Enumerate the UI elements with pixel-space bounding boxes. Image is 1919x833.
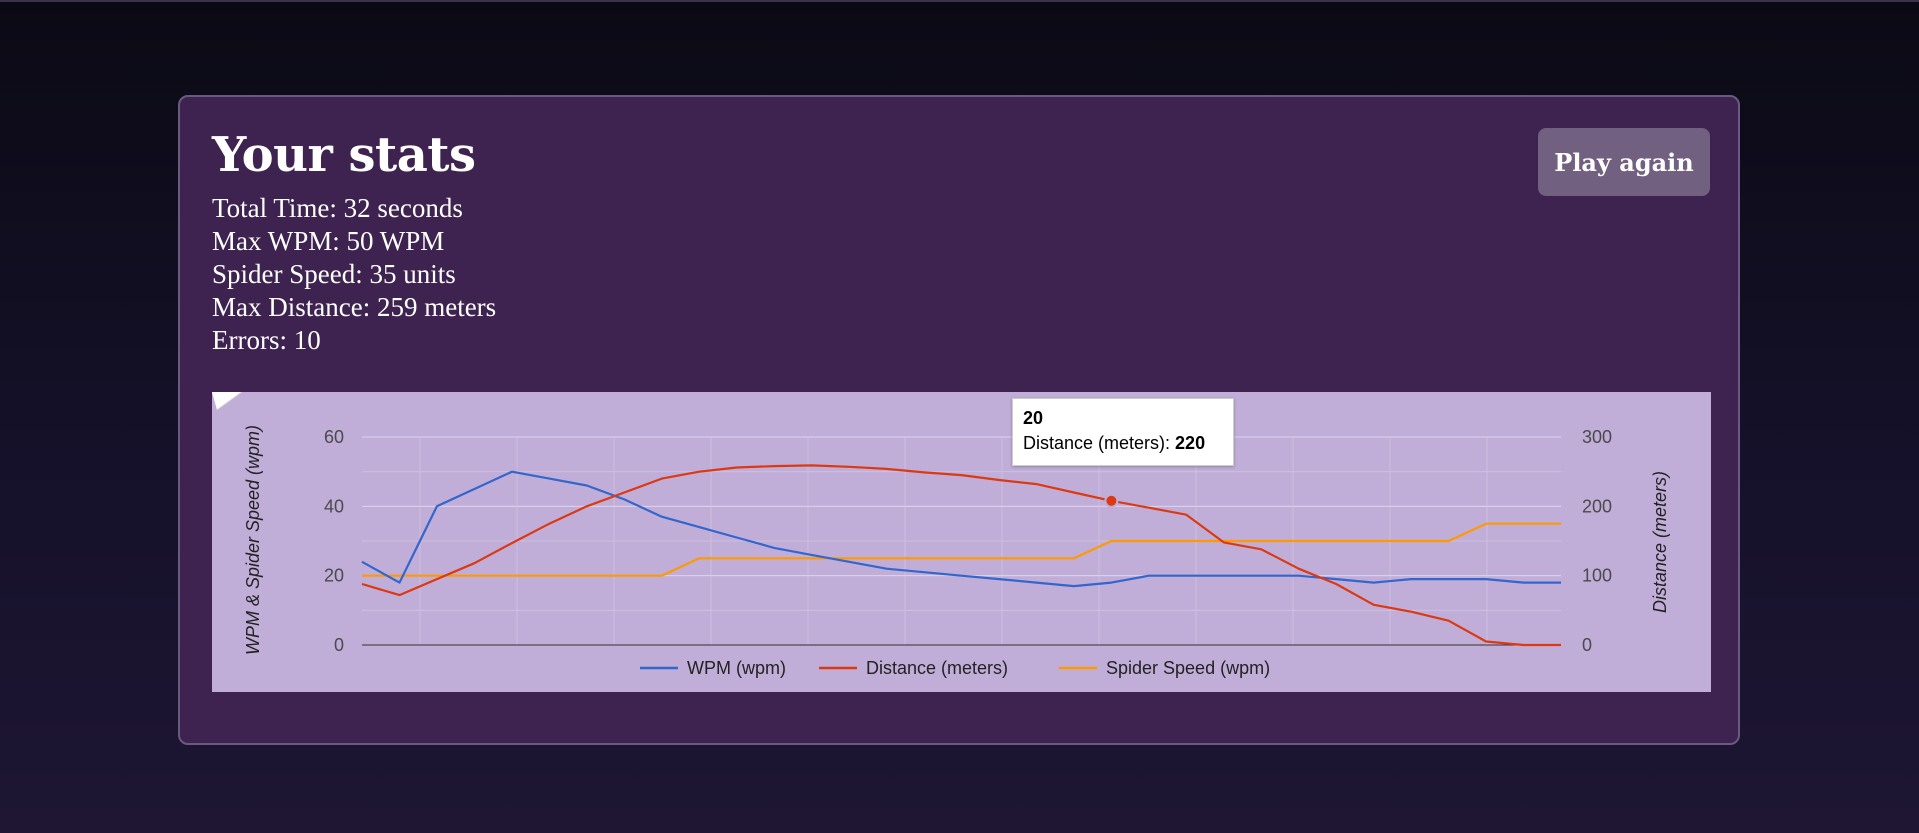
right-axis-title: Distance (meters): [1650, 471, 1670, 613]
right-axis-tick-label: 300: [1582, 427, 1612, 447]
stat-max-wpm: Max WPM: 50 WPM: [212, 226, 445, 256]
stats-panel: Your stats Total Time: 32 seconds Max WP…: [178, 95, 1740, 745]
stat-total-time: Total Time: 32 seconds: [212, 193, 463, 223]
stat-max-distance: Max Distance: 259 meters: [212, 292, 497, 322]
stat-spider-speed: Spider Speed: 35 units: [212, 259, 456, 289]
left-axis-tick-label: 40: [324, 496, 344, 516]
right-axis-tick-label: 0: [1582, 635, 1592, 655]
tooltip-point-marker: [1104, 493, 1119, 508]
left-axis-title: WPM & Spider Speed (wpm): [243, 425, 263, 655]
spider-speed-series-line: [362, 522, 1561, 577]
play-again-button[interactable]: Play again: [1538, 128, 1710, 196]
right-axis-tick-label: 100: [1582, 566, 1612, 586]
tooltip-series-value: 220: [1175, 433, 1206, 453]
right-axis-tick-label: 200: [1582, 496, 1612, 516]
stat-errors: Errors: 10: [212, 325, 321, 355]
legend-item-wpm-label: WPM (wpm): [687, 658, 786, 678]
tooltip-series-label: Distance (meters):: [1023, 433, 1176, 453]
tooltip-tail: [212, 392, 243, 411]
chart-legend: WPM (wpm) Distance (meters) Spider Speed (…: [640, 658, 1270, 678]
chart-tooltip: 20 Distance (meters): 220: [1012, 398, 1234, 466]
legend-item-distance-label: Distance (meters): [866, 658, 1008, 678]
tooltip-series-line: Distance (meters): 220: [1023, 433, 1223, 454]
wpm-series-line: [361, 470, 1561, 588]
left-axis-ticks: 0 20 40 60: [324, 427, 344, 655]
left-axis-tick-label: 20: [324, 566, 344, 586]
right-axis-ticks: 0 100 200 300: [1582, 427, 1612, 655]
left-axis-tick-label: 60: [324, 427, 344, 447]
legend-item-spider-speed-label: Spider Speed (wpm): [1106, 658, 1270, 678]
page-title: Your stats: [212, 127, 476, 183]
left-axis-tick-label: 0: [334, 635, 344, 655]
chart-svg: 0 20 40 60 0 100 200 300 WPM & Spider Speed (w…: [243, 425, 1670, 678]
stats-list: Total Time: 32 seconds Max WPM: 50 WPM S…: [212, 192, 496, 357]
tooltip-x-value: 20: [1023, 408, 1044, 428]
distance-series-line: [361, 464, 1561, 647]
stats-chart: 0 20 40 60 0 100 200 300 WPM & Spider Speed (w…: [212, 392, 1711, 692]
chart-lines: [361, 464, 1561, 647]
top-border-line: [0, 0, 1919, 2]
